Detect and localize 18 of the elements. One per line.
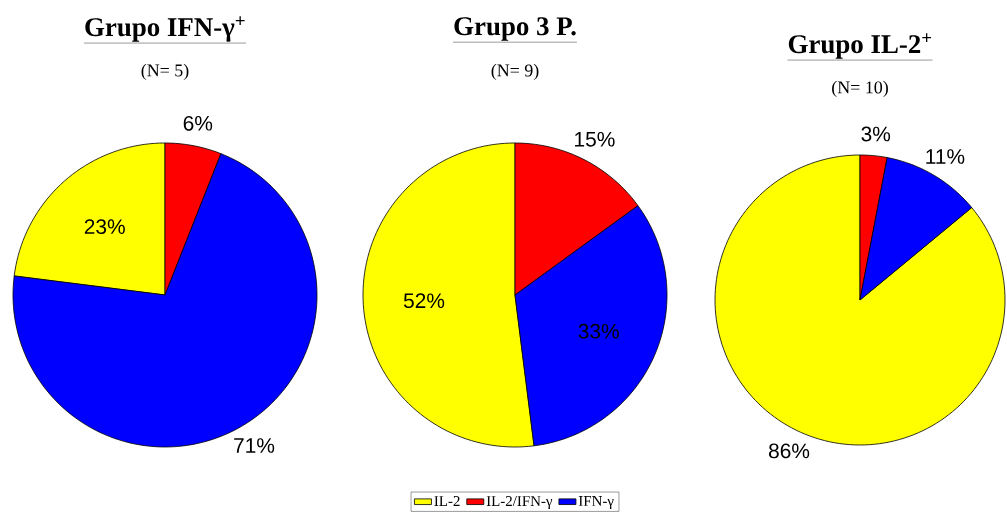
- legend-label: IL-2: [434, 496, 460, 506]
- data-label: 33%: [578, 323, 619, 339]
- chart-subtitle: (N= 5): [141, 63, 189, 81]
- chart-subtitle: (N= 10): [832, 80, 888, 98]
- data-label: 3%: [861, 126, 891, 142]
- chart-title: Grupo IL-2$^{+}$: [788, 33, 932, 59]
- data-label: 23%: [84, 219, 125, 234]
- legend-label: IL-2/IFN-γ: [486, 496, 553, 510]
- data-label: 71%: [234, 438, 275, 453]
- data-label: 11%: [926, 149, 965, 164]
- data-label: 15%: [575, 131, 615, 147]
- data-label: 52%: [403, 293, 445, 309]
- chart-title: Grupo IFN-γ$^{+}$: [85, 16, 245, 42]
- chart-title: Grupo 3 P.: [454, 17, 576, 41]
- data-label: 6%: [183, 115, 213, 131]
- legend-label: IFN-γ: [578, 496, 614, 510]
- chart-subtitle: (N= 9): [491, 63, 539, 81]
- data-label: 86%: [768, 443, 810, 459]
